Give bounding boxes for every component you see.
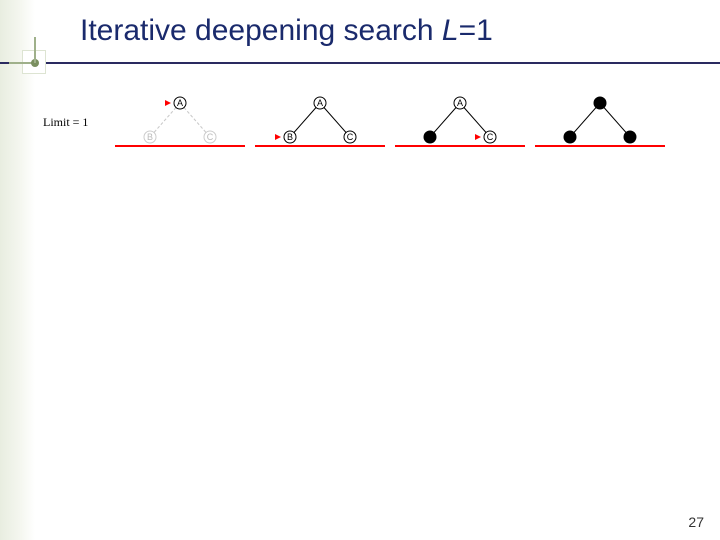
tree-svg: A B C (255, 93, 395, 163)
svg-text:A: A (457, 98, 463, 108)
content-area: Limit = 1 A B C A B C A (35, 85, 685, 485)
tree-svg (535, 93, 675, 163)
header-rule (0, 62, 720, 64)
slide-left-gradient (0, 0, 35, 540)
panel-underline (255, 145, 385, 147)
page-number: 27 (688, 514, 704, 530)
bullet-dot-icon (31, 59, 39, 67)
tree-panel (535, 93, 675, 163)
tree-svg: A C (395, 93, 535, 163)
svg-text:B: B (287, 132, 293, 142)
tree-panel: A B C (115, 93, 255, 163)
panel-underline (115, 145, 245, 147)
svg-text:C: C (487, 132, 494, 142)
tree-panel-strip: A B C A B C A C (115, 93, 675, 163)
svg-text:A: A (317, 98, 323, 108)
title-suffix: =1 (459, 14, 493, 47)
title-prefix: Iterative deepening search (80, 14, 442, 47)
tree-panel: A C (395, 93, 535, 163)
panel-underline (535, 145, 665, 147)
panel-underline (395, 145, 525, 147)
svg-text:C: C (207, 132, 214, 142)
svg-text:B: B (147, 132, 153, 142)
header-bullet-ornament (22, 50, 46, 74)
title-var: L (442, 14, 459, 47)
tree-svg: A B C (115, 93, 255, 163)
tree-panel: A B C (255, 93, 395, 163)
limit-label: Limit = 1 (43, 115, 88, 130)
svg-text:A: A (177, 98, 183, 108)
svg-text:C: C (347, 132, 354, 142)
slide-title: Iterative deepening search L=1 (80, 14, 493, 48)
